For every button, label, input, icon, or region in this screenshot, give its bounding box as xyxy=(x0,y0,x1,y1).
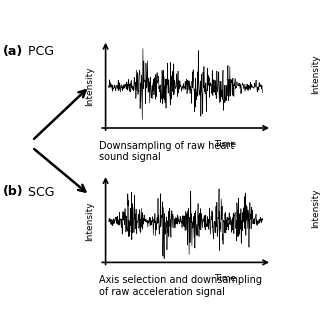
Text: Intensity: Intensity xyxy=(85,201,94,241)
Text: Intensity: Intensity xyxy=(85,67,94,106)
Text: (a): (a) xyxy=(3,45,23,58)
Text: PCG: PCG xyxy=(24,45,54,58)
Text: Downsampling of raw heart
sound signal: Downsampling of raw heart sound signal xyxy=(99,141,235,163)
Text: Time: Time xyxy=(214,274,237,283)
Text: Time: Time xyxy=(214,140,237,149)
Text: Intensity: Intensity xyxy=(311,54,320,94)
Text: Intensity: Intensity xyxy=(311,188,320,228)
Text: (b): (b) xyxy=(3,186,24,198)
Text: SCG: SCG xyxy=(24,186,54,198)
Text: Axis selection and downsampling
of raw acceleration signal: Axis selection and downsampling of raw a… xyxy=(99,275,262,297)
